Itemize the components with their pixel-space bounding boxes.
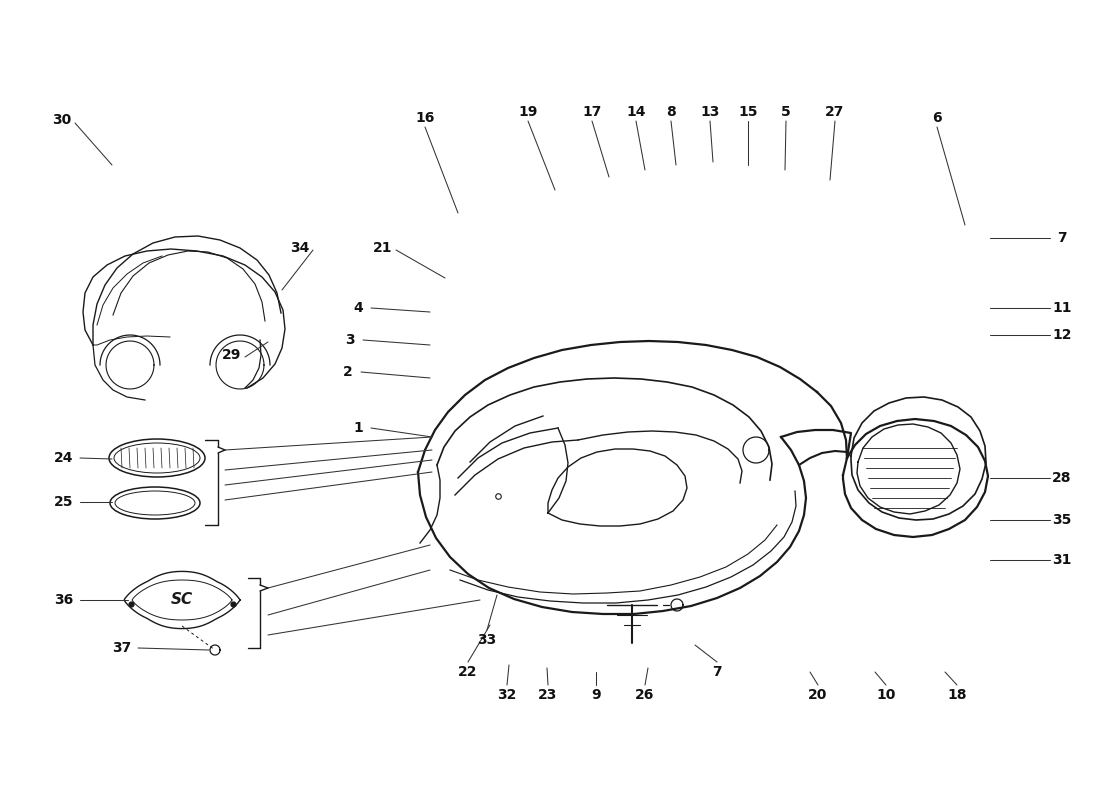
Text: 5: 5 [781, 105, 791, 119]
Text: 16: 16 [416, 111, 434, 125]
Text: 27: 27 [825, 105, 845, 119]
Text: 2: 2 [343, 365, 353, 379]
Text: 36: 36 [54, 593, 74, 607]
Text: 30: 30 [53, 113, 72, 127]
Text: 31: 31 [1053, 553, 1071, 567]
Text: 19: 19 [518, 105, 538, 119]
Text: 10: 10 [877, 688, 895, 702]
Text: 6: 6 [932, 111, 942, 125]
Text: 4: 4 [353, 301, 363, 315]
Text: 7: 7 [1057, 231, 1067, 245]
Text: 9: 9 [591, 688, 601, 702]
Text: 24: 24 [54, 451, 74, 465]
Text: 37: 37 [112, 641, 132, 655]
Text: 21: 21 [373, 241, 393, 255]
Text: 1: 1 [353, 421, 363, 435]
Text: 3: 3 [345, 333, 355, 347]
Text: 33: 33 [477, 633, 496, 647]
Text: 25: 25 [54, 495, 74, 509]
Text: 22: 22 [459, 665, 477, 679]
Text: 34: 34 [290, 241, 310, 255]
Text: SC: SC [170, 593, 194, 607]
Text: 26: 26 [636, 688, 654, 702]
Text: 32: 32 [497, 688, 517, 702]
Text: 7: 7 [712, 665, 722, 679]
Text: 29: 29 [222, 348, 242, 362]
Text: 17: 17 [582, 105, 602, 119]
Text: 11: 11 [1053, 301, 1071, 315]
Text: 35: 35 [1053, 513, 1071, 527]
Text: 8: 8 [667, 105, 675, 119]
Text: 18: 18 [947, 688, 967, 702]
Text: 23: 23 [538, 688, 558, 702]
Text: 13: 13 [701, 105, 719, 119]
Text: 28: 28 [1053, 471, 1071, 485]
Text: 15: 15 [738, 105, 758, 119]
Text: 12: 12 [1053, 328, 1071, 342]
Text: 20: 20 [808, 688, 827, 702]
Text: 14: 14 [626, 105, 646, 119]
